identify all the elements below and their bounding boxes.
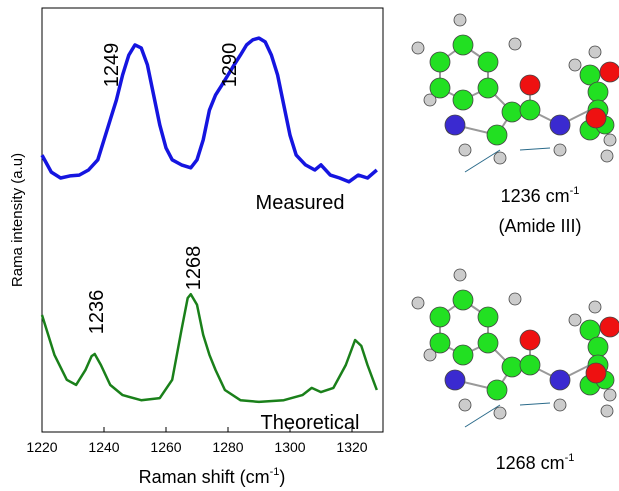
mode-note: (Amide III)	[498, 216, 581, 236]
chart: Rama intensity (a.u) Raman shift (cm-1) …	[0, 0, 619, 491]
molecule-image	[412, 14, 619, 172]
x-axis-label: Raman shift (cm-1)	[139, 466, 286, 487]
plot-frame	[42, 8, 383, 432]
x-tick-label: 1300	[274, 439, 305, 455]
x-tick-label: 1260	[150, 439, 181, 455]
peak-label: 1268	[183, 246, 205, 291]
peak-label: 1236	[86, 290, 108, 335]
mode-label-sup: -1	[570, 185, 580, 197]
x-axis-label-text: Raman shift (cm	[139, 467, 270, 487]
y-axis-label: Rama intensity (a.u)	[9, 153, 26, 287]
peak-label: 1249	[101, 43, 123, 88]
mode-label: 1268 cm-1	[496, 452, 575, 473]
mode-label-text: 1236 cm	[501, 186, 570, 206]
mode-label: 1236 cm-1	[501, 185, 580, 206]
x-tick-label: 1320	[336, 439, 367, 455]
series-label: Theoretical	[261, 412, 360, 434]
mode-label-sup: -1	[565, 452, 575, 464]
x-axis-label-sup: -1	[270, 466, 280, 478]
series-label: Measured	[256, 192, 345, 214]
molecule-image	[412, 269, 619, 427]
x-axis-label-end: )	[279, 467, 285, 487]
mode-label-text: 1268 cm	[496, 453, 565, 473]
peak-label: 1290	[219, 43, 241, 88]
series-line	[42, 38, 377, 182]
x-tick-label: 1240	[88, 439, 119, 455]
x-tick-label: 1280	[212, 439, 243, 455]
x-tick-label: 1220	[26, 439, 57, 455]
